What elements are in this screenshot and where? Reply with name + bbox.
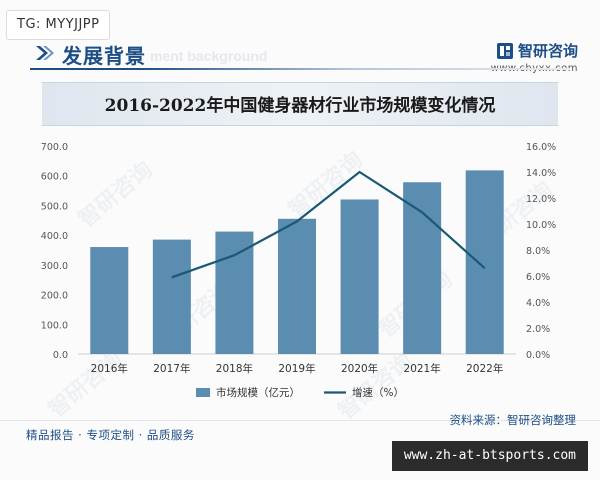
y-right-tick-label: 12.0% <box>526 194 556 205</box>
legend-label-bar: 市场规模（亿元） <box>216 386 300 399</box>
section-title: 发展背景 <box>62 44 146 68</box>
tg-badge: TG: MYYJJPP <box>6 10 111 40</box>
x-tick-label: 2021年 <box>404 362 441 375</box>
y-left-tick-label: 0.0 <box>53 350 68 361</box>
source-note: 资料来源：智研咨询整理 <box>449 413 577 427</box>
y-left-tick-label: 100.0 <box>41 320 68 331</box>
bar-2021年 <box>403 182 442 354</box>
x-tick-label: 2020年 <box>341 362 378 375</box>
y-right-tick-label: 8.0% <box>526 246 550 257</box>
y-left-tick-label: 300.0 <box>41 261 68 272</box>
y-right-tick-label: 10.0% <box>526 220 556 231</box>
chart-title: 2016-2022年中国健身器材行业市场规模变化情况 <box>104 96 496 116</box>
legend-swatch-bar <box>196 388 210 397</box>
brand-logo-icon <box>496 42 513 59</box>
bar-2020年 <box>340 199 379 354</box>
chart-title-band <box>42 82 558 126</box>
x-tick-label: 2018年 <box>216 362 253 375</box>
growth-rate-line <box>171 170 486 279</box>
brand-name: 智研咨询 <box>517 42 578 60</box>
x-tick-label: 2017年 <box>153 362 190 375</box>
y-right-tick-label: 2.0% <box>526 324 550 335</box>
y-right-tick-label: 14.0% <box>526 168 556 179</box>
y-right-tick-label: 6.0% <box>526 272 550 283</box>
bar-2018年 <box>215 231 254 354</box>
x-tick-label: 2022年 <box>466 362 503 375</box>
footer-tagline: 精品报告 · 专项定制 · 品质服务 <box>26 428 195 442</box>
y-left-tick-label: 700.0 <box>41 142 68 153</box>
footer-rule <box>0 420 600 421</box>
y-left-tick-label: 600.0 <box>41 172 68 183</box>
bar-2017年 <box>152 239 191 354</box>
x-tick-label: 2016年 <box>91 362 128 375</box>
y-right-tick-label: 16.0% <box>526 142 556 153</box>
y-left-tick-label: 500.0 <box>41 201 68 212</box>
x-tick-label: 2019年 <box>278 362 315 375</box>
legend-label-line: 增速（%） <box>352 386 404 399</box>
y-right-tick-label: 0.0% <box>526 350 550 361</box>
header-chevron-icon <box>36 46 54 60</box>
header-rule <box>30 68 570 70</box>
bar-2022年 <box>465 170 504 354</box>
y-left-tick-label: 200.0 <box>41 291 68 302</box>
y-right-tick-label: 4.0% <box>526 298 550 309</box>
y-left-tick-label: 400.0 <box>41 231 68 242</box>
section-subtitle: ment background <box>150 48 268 64</box>
site-badge: www.zh-at-btsports.com <box>391 441 588 471</box>
watermark-text: 智研咨询 <box>73 156 157 232</box>
bar-2016年 <box>90 247 129 354</box>
bar-2019年 <box>278 218 316 354</box>
